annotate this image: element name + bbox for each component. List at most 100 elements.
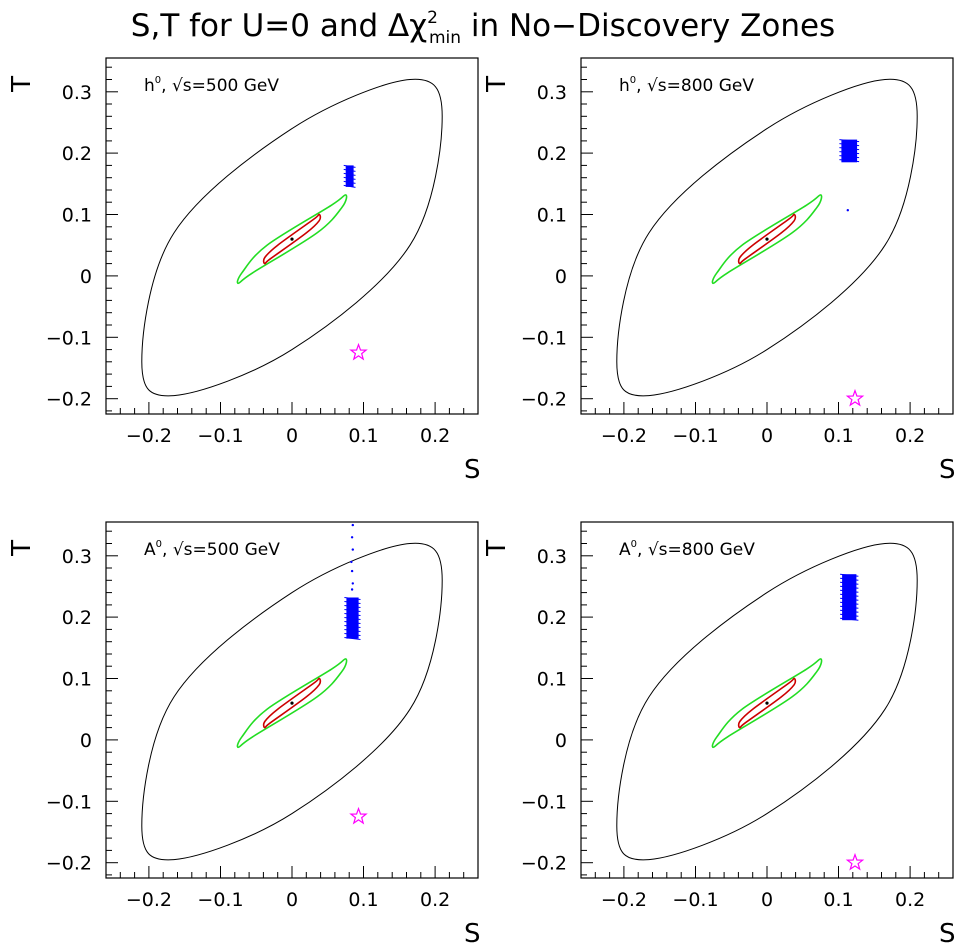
y-tick-label: 0 bbox=[555, 266, 567, 288]
center-point bbox=[765, 701, 769, 705]
y-axis-label: T bbox=[7, 540, 37, 557]
ellipse-green bbox=[236, 658, 348, 749]
blue-region-edge-line bbox=[840, 605, 859, 609]
blue-region-edge-line bbox=[840, 609, 859, 613]
x-tick-label: −0.2 bbox=[601, 425, 647, 447]
panel-label-energy: , √s=800 GeV bbox=[637, 540, 755, 560]
blue-region-edge-1 bbox=[344, 597, 361, 640]
center-point bbox=[290, 237, 294, 241]
panel-label-superscript: 0 bbox=[631, 539, 637, 550]
y-axis-label: T bbox=[7, 76, 37, 93]
chart-panel-4: −0.2 −0.1 0 0.1 0.2−0.2−0.100.10.20.3ST A0, √… bbox=[482, 521, 956, 944]
title-main: S,T for U=0 and bbox=[131, 8, 388, 44]
y-tick-label: 0.2 bbox=[537, 607, 567, 629]
y-tick-label: −0.2 bbox=[46, 853, 92, 875]
panel-label-superscript: 0 bbox=[156, 539, 162, 550]
panel-label: h0, √s=800 GeV bbox=[619, 75, 754, 96]
title-superscript: 2 bbox=[427, 8, 438, 28]
y-axis-label: T bbox=[482, 540, 512, 557]
plot-frame bbox=[105, 57, 479, 415]
x-tick-label: 0 bbox=[286, 889, 298, 911]
sm-star-marker bbox=[349, 806, 368, 825]
blue-region-edge-line bbox=[343, 180, 356, 184]
x-tick-label: −0.1 bbox=[197, 889, 243, 911]
x-tick-label: 0.2 bbox=[895, 425, 925, 447]
blue-region-edge-line bbox=[344, 605, 361, 608]
chart-panel-3: −0.2 −0.1 0 0.1 0.2−0.2−0.100.10.20.3ST A0, √… bbox=[7, 521, 481, 944]
panel-label: A0, √s=500 GeV bbox=[144, 539, 280, 560]
y-tick-label: 0.3 bbox=[62, 546, 92, 568]
center-point bbox=[765, 237, 769, 241]
panel-label-energy: , √s=500 GeV bbox=[162, 540, 280, 560]
center-point bbox=[290, 701, 294, 705]
title-subscript: min bbox=[429, 28, 461, 48]
blue-region-1 bbox=[842, 574, 857, 621]
blue-point-5 bbox=[350, 569, 354, 573]
y-tick-label: −0.1 bbox=[46, 327, 92, 349]
blue-region-edge-line bbox=[840, 593, 859, 597]
blue-region-edge-1 bbox=[840, 573, 859, 621]
y-tick-label: 0.2 bbox=[62, 143, 92, 165]
x-tick-label: −0.1 bbox=[672, 889, 718, 911]
blue-region-edge-line bbox=[839, 155, 860, 159]
blue-region-edge-line bbox=[840, 577, 859, 581]
title-delta-chi: Δχ bbox=[388, 8, 427, 44]
ellipse-red bbox=[737, 677, 797, 729]
blue-region-edge-line bbox=[840, 601, 859, 605]
ellipse-green bbox=[711, 194, 823, 285]
ellipse-outer bbox=[616, 78, 918, 397]
blue-region-edge-1 bbox=[839, 139, 860, 163]
chart-panel-1: −0.2 −0.1 0 0.1 0.2−0.2−0.100.10.20.3ST h0, √… bbox=[7, 57, 481, 485]
x-tick-label: 0.2 bbox=[420, 889, 450, 911]
x-axis-label: S bbox=[464, 919, 481, 944]
ellipse-red bbox=[737, 213, 797, 265]
x-tick-label: 0.1 bbox=[823, 889, 853, 911]
blue-region-edge-line bbox=[839, 159, 860, 163]
blue-region-edge-line bbox=[344, 601, 361, 604]
blue-region-edge-line bbox=[344, 621, 361, 624]
panel-label: A0, √s=800 GeV bbox=[619, 539, 755, 560]
y-tick-label: −0.1 bbox=[521, 327, 567, 349]
y-tick-label: 0 bbox=[80, 730, 92, 752]
blue-region-edge-line bbox=[840, 573, 859, 577]
blue-point-2 bbox=[350, 536, 354, 539]
chart-panel-2: −0.2 −0.1 0 0.1 0.2−0.2−0.100.10.20.3ST h0, √… bbox=[482, 57, 956, 485]
x-axis-label: S bbox=[464, 455, 481, 485]
panel-label-particle: h bbox=[619, 76, 630, 96]
panel-label-energy: , √s=800 GeV bbox=[636, 76, 754, 96]
panel-label-particle: A bbox=[619, 540, 631, 560]
plot-frame bbox=[105, 521, 479, 879]
ellipse-outer bbox=[141, 542, 443, 861]
blue-region-edge-line bbox=[839, 143, 860, 147]
panel-label: h0, √s=500 GeV bbox=[144, 75, 279, 96]
blue-region-edge-line bbox=[344, 629, 361, 632]
ellipse-red bbox=[262, 213, 322, 265]
panels: −0.2 −0.1 0 0.1 0.2−0.2−0.100.10.20.3ST h0, √… bbox=[7, 57, 956, 944]
sm-star-marker bbox=[349, 342, 368, 361]
blue-region-edge-line bbox=[840, 585, 859, 589]
y-tick-label: 0.1 bbox=[62, 669, 92, 691]
blue-region-edge-line bbox=[343, 164, 356, 168]
blue-region-edge-line bbox=[839, 147, 860, 151]
blue-region-edge-line bbox=[344, 625, 361, 628]
y-tick-label: 0.3 bbox=[537, 82, 567, 104]
title-rest: in No−Discovery Zones bbox=[461, 8, 835, 44]
blue-region-edge-1 bbox=[343, 164, 356, 188]
panel-label-superscript: 0 bbox=[630, 75, 636, 86]
blue-region-1 bbox=[345, 165, 354, 187]
y-tick-label: 0.1 bbox=[537, 669, 567, 691]
blue-region-edge-line bbox=[343, 172, 356, 176]
x-tick-label: 0.1 bbox=[823, 425, 853, 447]
x-tick-label: 0.1 bbox=[348, 425, 378, 447]
y-tick-label: 0.3 bbox=[62, 82, 92, 104]
blue-point-6 bbox=[351, 582, 354, 585]
blue-region-edge-line bbox=[344, 597, 361, 600]
x-axis-label: S bbox=[939, 455, 956, 485]
blue-region-edge-line bbox=[343, 184, 356, 188]
blue-region-1 bbox=[841, 139, 858, 163]
x-tick-label: 0 bbox=[761, 425, 773, 447]
blue-region-edge-line bbox=[840, 617, 859, 621]
x-tick-label: −0.1 bbox=[672, 425, 718, 447]
plot-frame bbox=[580, 57, 954, 415]
